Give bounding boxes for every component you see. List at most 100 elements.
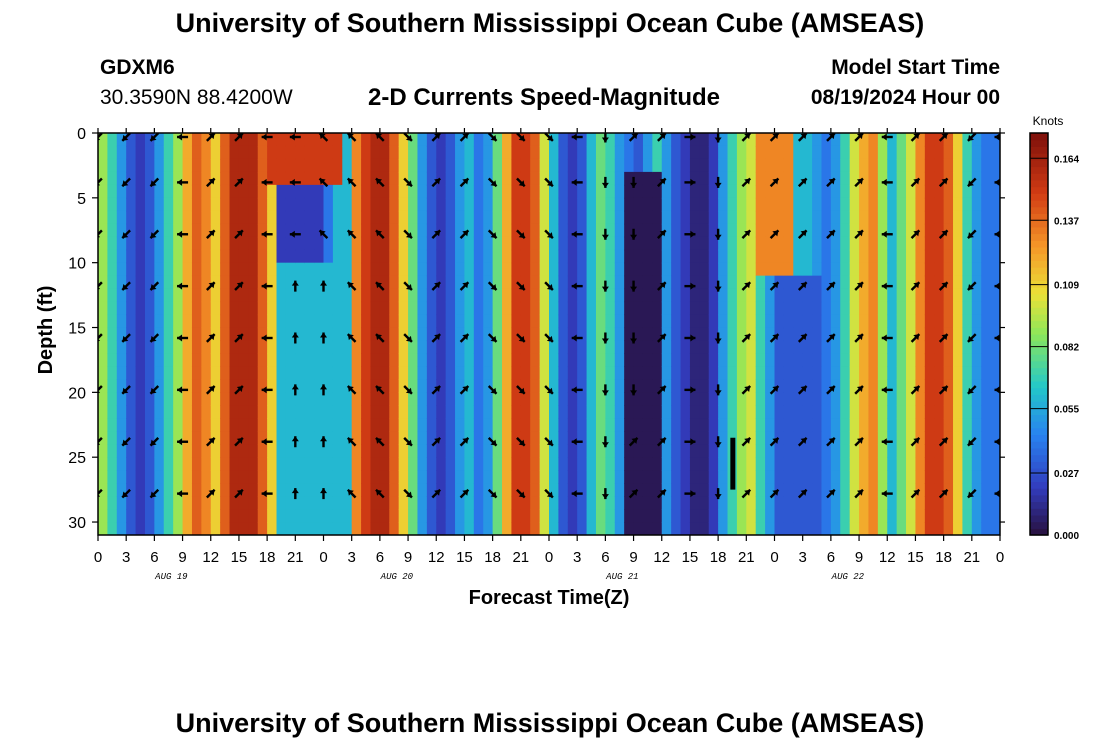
heatmap-cell [971,171,982,186]
heatmap-cell [896,457,907,471]
heatmap-cell [661,522,672,535]
heatmap-cell [163,223,174,238]
current-vector [544,437,554,447]
heatmap-cell [201,340,212,355]
date-label: AUG 19 [154,572,188,582]
current-vector [854,133,864,142]
heatmap-cell [990,496,1000,510]
heatmap-cell [906,249,917,264]
current-vector [967,385,977,395]
heatmap-cell [586,327,597,342]
heatmap-cell [502,197,513,212]
heatmap-cell [821,366,832,380]
heatmap-cell [906,301,917,316]
heatmap-cell [276,314,287,329]
heatmap-cell [642,197,653,212]
heatmap-cell [502,496,513,510]
heatmap-cell [1000,250,1010,264]
heatmap-cell [802,405,813,419]
heatmap-cell [210,158,221,173]
heatmap-cell [661,158,672,173]
heatmap-cell [736,353,747,368]
current-vector [994,133,1000,141]
heatmap-cell [210,470,221,484]
heatmap-cell [830,197,841,212]
heatmap-cell [558,314,569,329]
heatmap-cell [182,197,193,212]
heatmap-cell [802,133,813,147]
heatmap-cell [981,301,992,316]
heatmap-cell [304,340,315,355]
heatmap-cell [595,210,606,225]
current-vector [177,230,189,238]
heatmap-cell [736,171,747,186]
heatmap-cell [417,366,428,380]
heatmap-cell [633,340,644,355]
heatmap-cell [304,145,315,160]
heatmap-cell [314,405,325,419]
heatmap-cell [220,301,231,316]
heatmap-cell [934,223,945,238]
current-vector [516,488,526,499]
y-tick-label: 25 [68,450,86,467]
heatmap-cell [887,288,898,303]
heatmap-cell [389,314,400,329]
heatmap-cell [445,301,456,316]
heatmap-cell [887,431,898,445]
heatmap-cell [849,457,860,471]
heatmap-cell [191,262,202,277]
heatmap-cell [473,210,484,225]
heatmap-cell [379,444,390,458]
heatmap-cell [445,133,456,147]
heatmap-cell [191,145,202,160]
current-vector [910,333,921,343]
current-vector [881,386,893,394]
heatmap-cell [492,509,503,523]
heatmap-cell [238,457,249,471]
current-vector [261,334,273,342]
heatmap-cell [953,145,964,160]
heatmap-cell [840,457,851,471]
heatmap-cell [783,275,794,290]
heatmap-cell [220,496,231,510]
heatmap-cell [389,431,400,445]
heatmap-cell [567,301,578,316]
heatmap-cell [652,275,663,290]
heatmap-cell [765,483,776,497]
heatmap-cell [210,366,221,380]
heatmap-cell [708,314,719,329]
heatmap-cell [304,379,315,393]
heatmap-cell [736,392,747,406]
heatmap-cell [323,236,334,251]
heatmap-cell [276,405,287,419]
heatmap-cell [229,314,240,329]
heatmap-cell [163,496,174,510]
heatmap-cell [210,301,221,316]
heatmap-cell [389,327,400,342]
heatmap-cell [689,210,700,225]
heatmap-cell [962,340,973,355]
heatmap-cell [370,457,381,471]
heatmap-cell [163,444,174,458]
heatmap-cell [210,145,221,160]
heatmap-cell [408,392,419,406]
heatmap-cell [304,236,315,251]
heatmap-cell [708,145,719,160]
heatmap-cell [736,145,747,160]
heatmap-cell [464,236,475,251]
heatmap-cell [652,353,663,368]
page-title: University of Southern Mississippi Ocean… [175,8,925,38]
heatmap-cell [502,262,513,277]
heatmap-cell [267,236,278,251]
heatmap-cell [708,457,719,471]
heatmap-cell [267,496,278,510]
heatmap-cell [1000,470,1010,484]
heatmap-cell [877,327,888,342]
heatmap-cell [323,133,334,147]
heatmap-cell [210,249,221,264]
heatmap-cell [934,314,945,329]
heatmap-cell [342,444,353,458]
heatmap-cell [642,457,653,471]
heatmap-cell [849,275,860,290]
